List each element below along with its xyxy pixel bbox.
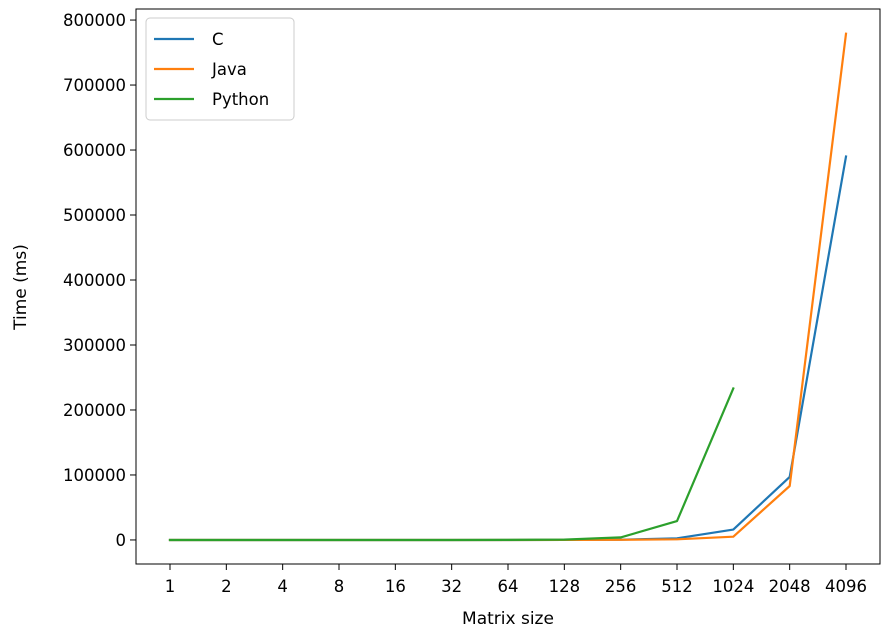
- x-axis-ticks: 1 2 4 8 16 32 64 128 256 512 1024 2048 4096: [165, 564, 867, 596]
- y-tick-label: 400000: [63, 271, 126, 290]
- legend-box: [145, 17, 295, 121]
- series-line-python: [168, 387, 735, 542]
- x-tick-label: 64: [498, 577, 519, 596]
- x-tick-label: 16: [385, 577, 406, 596]
- series-line-c: [168, 155, 848, 542]
- plot-frame: [135, 8, 881, 565]
- y-tick-label: 100000: [63, 466, 126, 485]
- x-tick-label: 4: [277, 577, 288, 596]
- x-tick-label: 128: [549, 577, 581, 596]
- x-tick-label: 1024: [712, 577, 754, 596]
- series-lines: [168, 32, 848, 542]
- x-tick-label: 4096: [825, 577, 867, 596]
- legend-label-c: C: [212, 30, 224, 49]
- x-tick-label: 32: [441, 577, 462, 596]
- y-axis-label: Time (ms): [11, 244, 31, 331]
- y-axis-ticks: 0 100000 200000 300000 400000 500000 600000 700…: [63, 11, 136, 550]
- y-tick-label: 700000: [63, 76, 126, 95]
- x-tick-label: 2: [221, 577, 232, 596]
- x-tick-label: 8: [334, 577, 345, 596]
- y-tick-label: 200000: [63, 401, 126, 420]
- y-tick-label: 300000: [63, 336, 126, 355]
- legend: C Java Python: [145, 17, 295, 121]
- x-tick-label: 256: [605, 577, 637, 596]
- x-tick-label: 1: [165, 577, 176, 596]
- y-tick-label: 800000: [63, 11, 126, 30]
- y-tick-label: 500000: [63, 206, 126, 225]
- legend-label-java: Java: [211, 60, 247, 79]
- y-tick-label: 0: [116, 531, 127, 550]
- legend-label-python: Python: [212, 90, 269, 109]
- x-tick-label: 512: [661, 577, 693, 596]
- x-axis-label: Matrix size: [462, 609, 554, 629]
- x-tick-label: 2048: [769, 577, 811, 596]
- y-tick-label: 600000: [63, 141, 126, 160]
